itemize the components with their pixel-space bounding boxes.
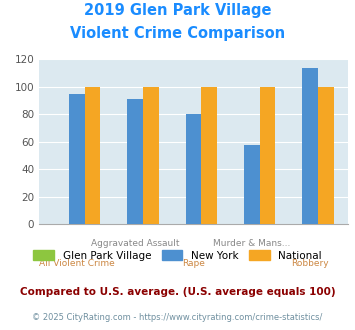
Bar bbox=[143, 87, 159, 224]
Text: Violent Crime Comparison: Violent Crime Comparison bbox=[70, 26, 285, 41]
Bar bbox=[318, 87, 334, 224]
Text: All Violent Crime: All Violent Crime bbox=[39, 259, 115, 268]
Bar bbox=[127, 99, 143, 224]
Bar bbox=[201, 87, 217, 224]
Text: © 2025 CityRating.com - https://www.cityrating.com/crime-statistics/: © 2025 CityRating.com - https://www.city… bbox=[32, 314, 323, 322]
Text: 2019 Glen Park Village: 2019 Glen Park Village bbox=[84, 3, 271, 18]
Bar bbox=[69, 94, 84, 224]
Text: Aggravated Assault: Aggravated Assault bbox=[91, 239, 179, 248]
Bar bbox=[302, 68, 318, 224]
Bar bbox=[84, 87, 100, 224]
Text: Compared to U.S. average. (U.S. average equals 100): Compared to U.S. average. (U.S. average … bbox=[20, 287, 335, 297]
Bar bbox=[260, 87, 275, 224]
Text: Murder & Mans...: Murder & Mans... bbox=[213, 239, 290, 248]
Legend: Glen Park Village, New York, National: Glen Park Village, New York, National bbox=[29, 246, 326, 265]
Bar bbox=[244, 145, 260, 224]
Bar bbox=[186, 115, 201, 224]
Text: Robbery: Robbery bbox=[291, 259, 329, 268]
Text: Rape: Rape bbox=[182, 259, 205, 268]
